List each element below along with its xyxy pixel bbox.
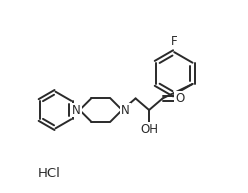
- Text: N: N: [121, 103, 130, 117]
- Text: HCl: HCl: [38, 167, 61, 180]
- Text: F: F: [171, 35, 178, 48]
- Text: N: N: [72, 103, 81, 117]
- Text: OH: OH: [140, 123, 158, 136]
- Text: O: O: [175, 92, 185, 105]
